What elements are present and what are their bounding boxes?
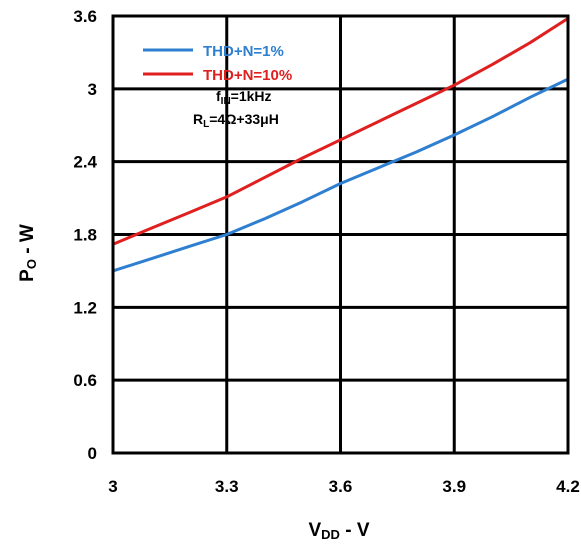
x-axis-label: VDD - V bbox=[308, 520, 369, 542]
y-tick-label: 3 bbox=[88, 80, 97, 99]
series-line-0 bbox=[112, 77, 569, 273]
y-tick-label: 0 bbox=[88, 444, 97, 463]
x-tick-label: 3 bbox=[108, 477, 117, 496]
y-axis-label: PO - W bbox=[17, 224, 39, 282]
legend-label-thd-10: THD+N=10% bbox=[203, 67, 292, 84]
series-layer bbox=[112, 17, 569, 273]
y-tick-labels: 0 0.6 1.2 1.8 2.4 3 3.6 bbox=[73, 7, 97, 463]
x-tick-label: 4.2 bbox=[556, 477, 580, 496]
plot-frame bbox=[111, 14, 570, 455]
x-tick-label: 3.9 bbox=[442, 477, 466, 496]
x-tick-label: 3.3 bbox=[215, 477, 239, 496]
x-tick-label: 3.6 bbox=[329, 477, 353, 496]
series-line-1 bbox=[112, 17, 569, 246]
y-tick-label: 2.4 bbox=[73, 153, 97, 172]
legend-label-thd-1: THD+N=1% bbox=[203, 43, 284, 60]
y-tick-label: 0.6 bbox=[73, 371, 97, 390]
grid bbox=[111, 14, 570, 455]
annotation-load: RL=4Ω+33μH bbox=[193, 111, 279, 130]
y-tick-label: 3.6 bbox=[73, 7, 97, 26]
y-tick-label: 1.2 bbox=[73, 298, 97, 317]
annotation-input-frequency: fIN=1kHz bbox=[216, 88, 272, 107]
legend: THD+N=1% THD+N=10% bbox=[143, 43, 292, 84]
x-tick-labels: 3 3.3 3.6 3.9 4.2 bbox=[108, 477, 580, 496]
y-tick-label: 1.8 bbox=[73, 226, 97, 245]
